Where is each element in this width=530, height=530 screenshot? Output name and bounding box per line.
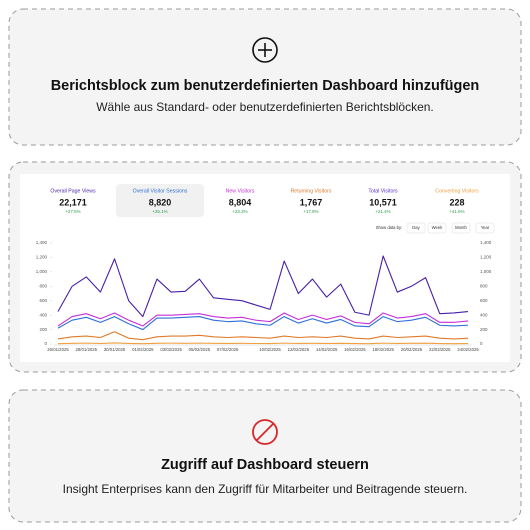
metric-value: 8,820 [149, 197, 172, 207]
y2-tick-label: 1,200 [480, 255, 492, 260]
selected-metric [116, 184, 204, 217]
y2-tick-label: 800 [480, 283, 488, 288]
series-line [57, 255, 469, 318]
y2-tick-label: 1,400 [480, 240, 492, 245]
period-button[interactable] [406, 222, 426, 234]
period-button-label: Year [481, 225, 490, 230]
metric-label[interactable]: Converting Visitors [435, 188, 479, 194]
add-block-title: Berichtsblock zum benutzerdefinierten Da… [51, 78, 480, 94]
metric-change: +25.1% [152, 209, 167, 214]
y-tick-label: 1,400 [36, 240, 48, 245]
y-tick-label: 400 [39, 312, 47, 317]
y-tick-label: 1,000 [36, 269, 48, 274]
show-data-by-label: Show data by: [376, 225, 403, 230]
y2-tick-label: 600 [480, 298, 488, 303]
x-tick-label: 12/02/2025 [288, 347, 310, 352]
series-line [57, 342, 469, 345]
access-title: Zugriff auf Dashboard steuern [161, 457, 369, 473]
period-button[interactable] [451, 222, 471, 234]
metric-value: 1,767 [300, 197, 323, 207]
x-tick-label: 18/02/2025 [372, 347, 394, 352]
metric-label[interactable]: Returning Visitors [291, 188, 332, 194]
x-tick-label: 30/01/2025 [104, 347, 126, 352]
metric-value: 8,804 [229, 197, 252, 207]
add-block-subtitle: Wähle aus Standard- oder benutzerdefinie… [96, 100, 434, 114]
y-tick-label: 1,200 [36, 255, 48, 260]
metric-label[interactable]: New Visitors [226, 188, 255, 194]
x-tick-label: 05/02/2025 [189, 347, 211, 352]
forbidden-icon[interactable] [252, 419, 278, 445]
y2-tick-label: 200 [480, 327, 488, 332]
metric-value: 22,171 [59, 197, 87, 207]
plus-icon[interactable] [252, 37, 278, 63]
metric-change: +21.4% [375, 209, 390, 214]
x-tick-label: 16/02/2025 [344, 347, 366, 352]
x-tick-label: 26/01/2025 [47, 347, 69, 352]
y2-tick-label: 400 [480, 312, 488, 317]
add-block-card[interactable] [8, 8, 522, 146]
y2-tick-label: 1,000 [480, 269, 492, 274]
series-line [57, 312, 469, 327]
period-button-label: Week [432, 225, 444, 230]
x-tick-label: 24/02/2025 [457, 347, 479, 352]
series-line [57, 316, 469, 331]
metric-change: +41.6% [449, 209, 464, 214]
metric-change: +23.3% [232, 209, 247, 214]
y-tick-label: 200 [39, 327, 47, 332]
period-button-label: Day [412, 225, 420, 230]
dashboard-panel [20, 174, 510, 362]
forbidden-icon-slash [255, 422, 275, 442]
y-tick-label: 800 [39, 283, 47, 288]
metric-label[interactable]: Total Visitors [368, 188, 398, 194]
metric-label[interactable]: Overall Visitor Sessions [133, 188, 188, 194]
period-button[interactable] [475, 222, 495, 234]
x-tick-label: 20/02/2025 [401, 347, 423, 352]
x-tick-label: 28/01/2025 [76, 347, 98, 352]
access-subtitle: Insight Enterprises kann den Zugriff für… [63, 482, 468, 496]
y-tick-label: 600 [39, 298, 47, 303]
x-tick-label: 14/02/2025 [316, 347, 338, 352]
metric-value: 228 [449, 197, 464, 207]
y-tick-label: 0 [44, 341, 47, 346]
x-tick-label: 01/02/2025 [132, 347, 154, 352]
metric-label[interactable]: Overall Page Views [50, 188, 96, 194]
period-button[interactable] [427, 222, 447, 234]
metric-change: +27.5% [65, 209, 80, 214]
x-tick-label: 03/02/2025 [160, 347, 182, 352]
x-tick-label: 07/02/2025 [217, 347, 239, 352]
metric-change: +17.8% [303, 209, 318, 214]
period-button-label: Month [455, 225, 467, 230]
series-line [57, 331, 469, 341]
metric-value: 10,571 [369, 197, 397, 207]
access-card[interactable] [8, 389, 522, 523]
x-tick-label: 22/02/2025 [429, 347, 451, 352]
y2-tick-label: 0 [480, 341, 483, 346]
x-tick-label: 10/02/2025 [259, 347, 281, 352]
